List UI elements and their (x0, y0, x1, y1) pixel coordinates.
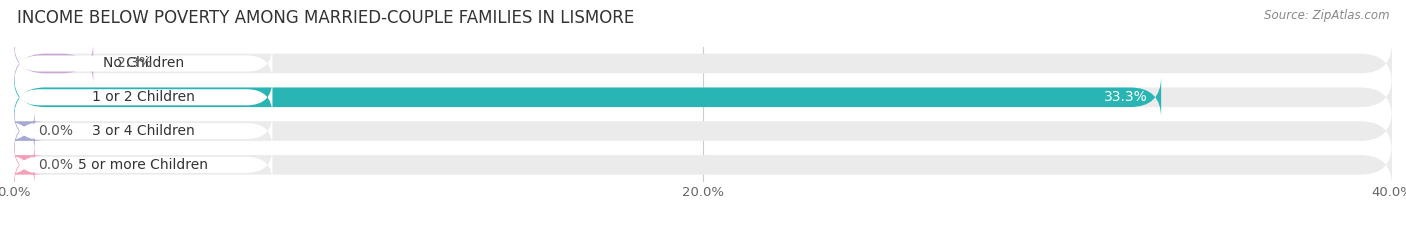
Text: No Children: No Children (103, 56, 184, 71)
FancyBboxPatch shape (4, 144, 45, 185)
Text: Source: ZipAtlas.com: Source: ZipAtlas.com (1264, 9, 1389, 22)
FancyBboxPatch shape (14, 77, 1392, 118)
FancyBboxPatch shape (4, 110, 45, 152)
FancyBboxPatch shape (14, 77, 1161, 118)
Text: 5 or more Children: 5 or more Children (79, 158, 208, 172)
Text: 2.3%: 2.3% (118, 56, 152, 71)
FancyBboxPatch shape (14, 147, 273, 182)
Text: 1 or 2 Children: 1 or 2 Children (91, 90, 194, 104)
FancyBboxPatch shape (14, 43, 93, 84)
Text: 0.0%: 0.0% (38, 124, 73, 138)
Text: INCOME BELOW POVERTY AMONG MARRIED-COUPLE FAMILIES IN LISMORE: INCOME BELOW POVERTY AMONG MARRIED-COUPL… (17, 9, 634, 27)
Text: 33.3%: 33.3% (1104, 90, 1147, 104)
FancyBboxPatch shape (14, 144, 1392, 185)
Text: 0.0%: 0.0% (38, 158, 73, 172)
FancyBboxPatch shape (14, 114, 273, 148)
Text: 3 or 4 Children: 3 or 4 Children (91, 124, 194, 138)
FancyBboxPatch shape (14, 43, 1392, 84)
FancyBboxPatch shape (14, 110, 1392, 152)
FancyBboxPatch shape (14, 80, 273, 115)
FancyBboxPatch shape (14, 46, 273, 81)
